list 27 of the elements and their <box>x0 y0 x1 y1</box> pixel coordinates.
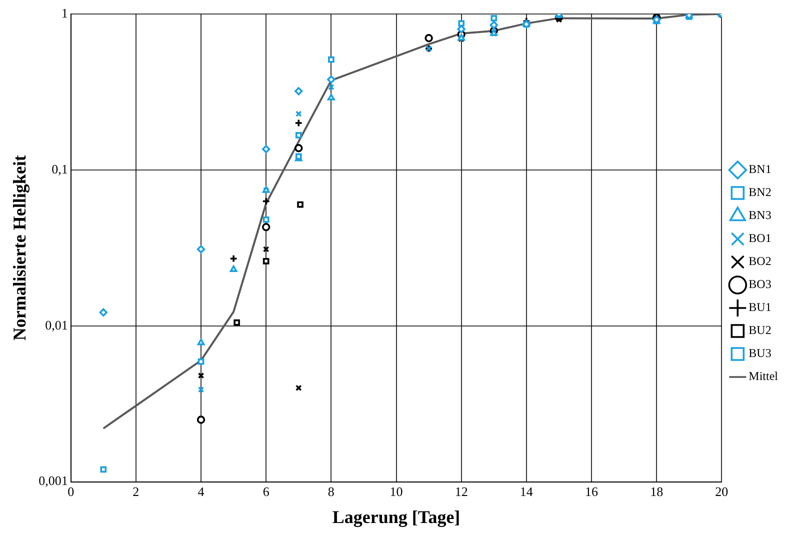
legend-label: BO3 <box>748 277 772 292</box>
legend-label: BN2 <box>748 185 772 200</box>
x-tick-label: 20 <box>715 484 728 500</box>
x-tick-label: 12 <box>454 484 468 500</box>
legend-label: BO1 <box>748 231 772 246</box>
legend-label: Mittel <box>748 369 779 384</box>
x-tick-label: 0 <box>68 484 74 500</box>
x-tick-label: 6 <box>262 484 270 500</box>
legend-label: BO2 <box>748 254 772 268</box>
x-tick-label: 4 <box>198 484 205 500</box>
x-tick-label: 2 <box>132 484 140 500</box>
x-tick-label: 8 <box>328 484 334 500</box>
y-tick-label: 0,1 <box>52 161 68 176</box>
legend-label: BU1 <box>748 300 772 314</box>
x-tick-label: 18 <box>650 484 664 500</box>
x-tick-label: 16 <box>585 484 599 500</box>
legend-label: BN3 <box>748 208 772 222</box>
y-axis-title: Normalisierte Helligkeit <box>9 155 30 341</box>
x-tick-label: 14 <box>520 484 534 500</box>
y-tick-label: 0,01 <box>45 317 68 332</box>
y-tick-label: 0,001 <box>38 473 68 488</box>
legend-label: BN1 <box>748 162 772 176</box>
x-axis-title: Lagerung [Tage] <box>332 506 460 527</box>
y-tick-label: 1 <box>61 5 68 20</box>
x-tick-label: 10 <box>390 484 403 500</box>
legend-label: BU2 <box>748 323 772 338</box>
legend-label: BU3 <box>748 346 772 360</box>
